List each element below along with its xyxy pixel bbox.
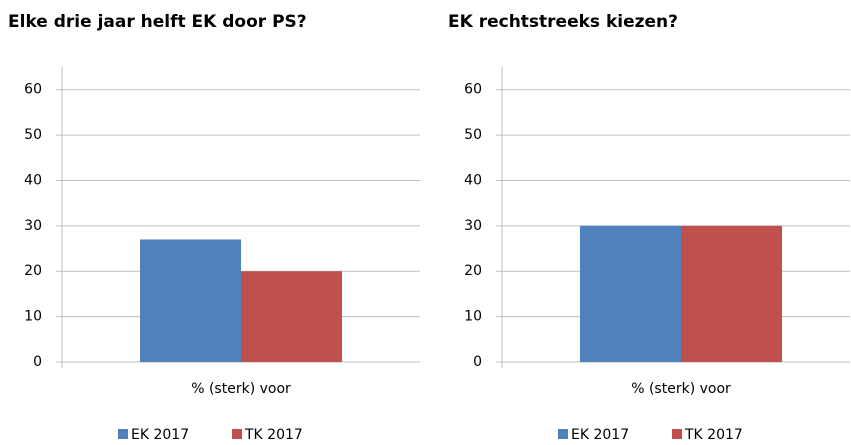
legend-label: TK 2017 [244, 427, 303, 443]
bar [140, 239, 241, 362]
bar [241, 271, 342, 362]
bar [580, 225, 681, 362]
legend-swatch [118, 429, 128, 439]
y-tick-label: 40 [464, 172, 482, 188]
y-tick-label: 50 [464, 127, 482, 143]
y-tick-label: 50 [24, 127, 42, 143]
x-tick-label: % (sterk) voor [191, 381, 291, 397]
y-tick-label: 60 [24, 82, 42, 98]
legend-swatch [232, 429, 242, 439]
y-tick-label: 10 [24, 309, 42, 325]
legend-label: EK 2017 [131, 427, 189, 443]
bar [681, 225, 782, 362]
y-tick-label: 20 [464, 263, 482, 279]
y-tick-label: 30 [464, 218, 482, 234]
y-tick-label: 60 [464, 82, 482, 98]
y-tick-label: 40 [24, 172, 42, 188]
y-tick-label: 20 [24, 263, 42, 279]
y-tick-label: 10 [464, 309, 482, 325]
x-tick-label: % (sterk) voor [631, 381, 731, 397]
legend-label: TK 2017 [684, 427, 743, 443]
y-tick-label: 0 [473, 354, 482, 370]
legend-swatch [672, 429, 682, 439]
legend-swatch [558, 429, 568, 439]
chart-title: Elke drie jaar helft EK door PS? [8, 12, 307, 32]
y-tick-label: 30 [24, 218, 42, 234]
y-tick-label: 0 [33, 354, 42, 370]
chart-title: EK rechtstreeks kiezen? [448, 12, 678, 32]
legend-label: EK 2017 [571, 427, 629, 443]
